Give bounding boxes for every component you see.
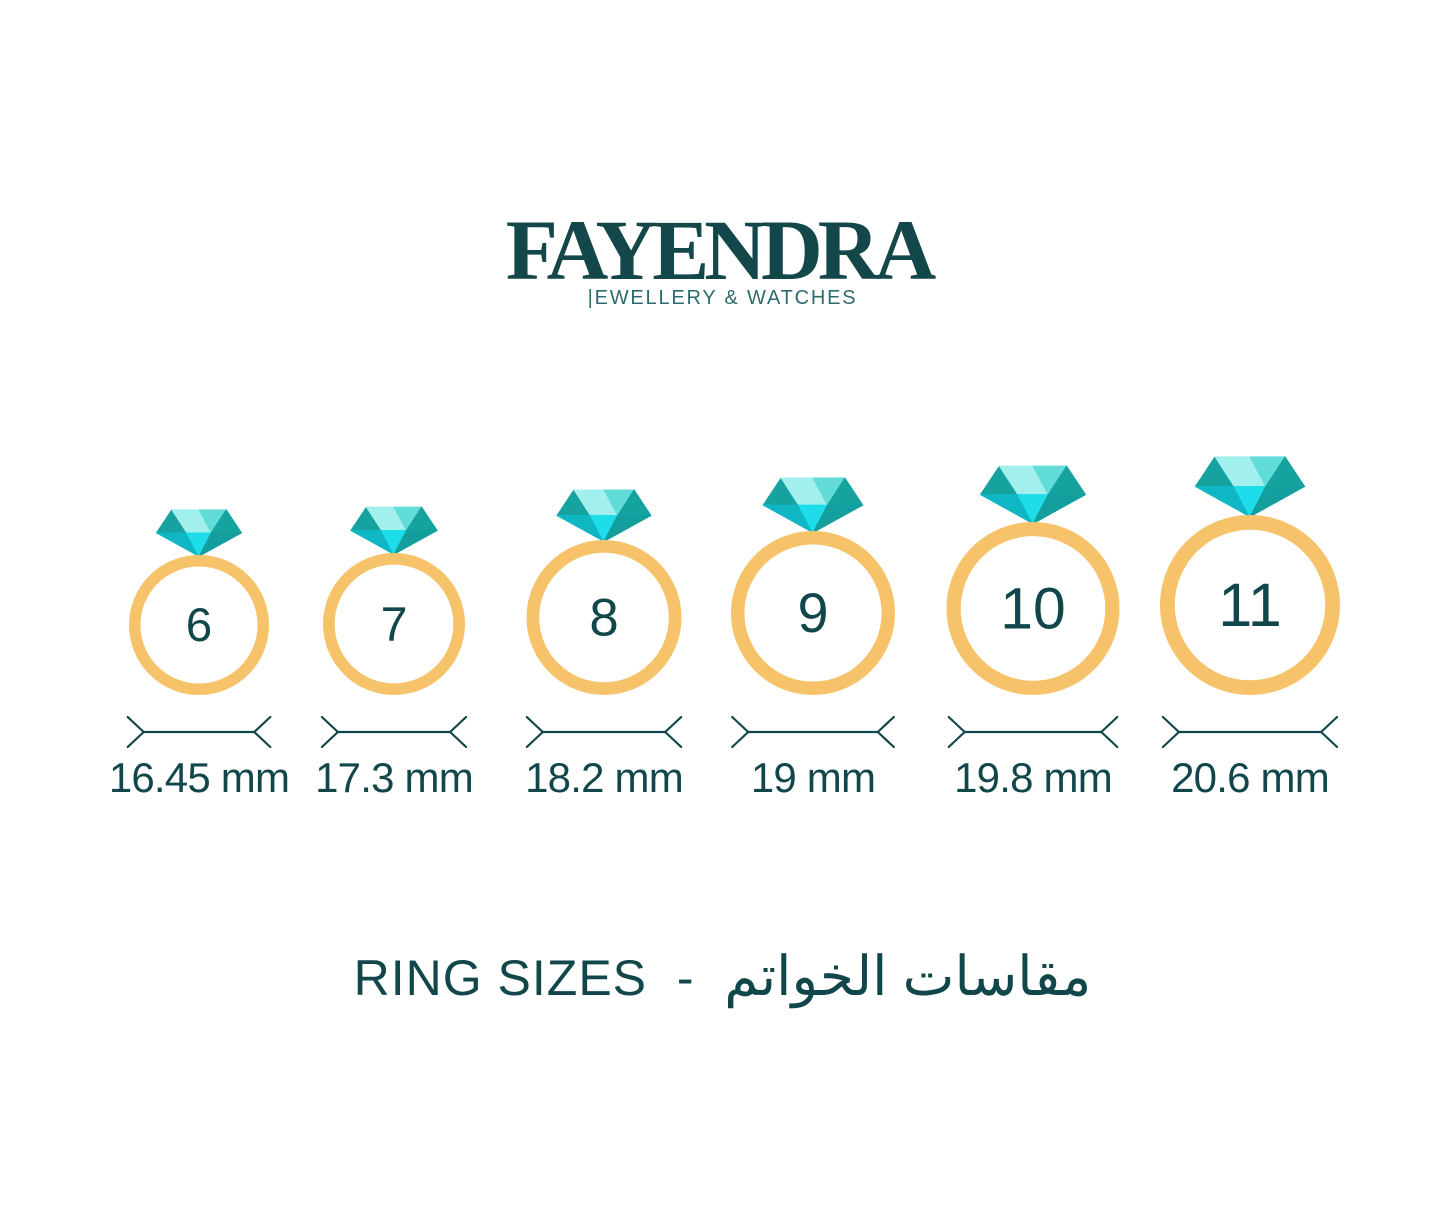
svg-text:9: 9 [797, 581, 828, 644]
svg-text:10: 10 [1000, 577, 1065, 642]
svg-text:7: 7 [381, 597, 408, 651]
svg-text:20.6 mm: 20.6 mm [1171, 754, 1329, 801]
svg-text:18.2 mm: 18.2 mm [525, 754, 683, 801]
svg-text:19 mm: 19 mm [751, 754, 875, 801]
svg-text:6: 6 [186, 599, 212, 652]
svg-text:17.3 mm: 17.3 mm [315, 754, 473, 801]
svg-text:8: 8 [589, 588, 618, 647]
svg-text:19.8 mm: 19.8 mm [954, 754, 1112, 801]
svg-text:16.45 mm: 16.45 mm [109, 754, 289, 801]
svg-text:11: 11 [1218, 571, 1282, 639]
